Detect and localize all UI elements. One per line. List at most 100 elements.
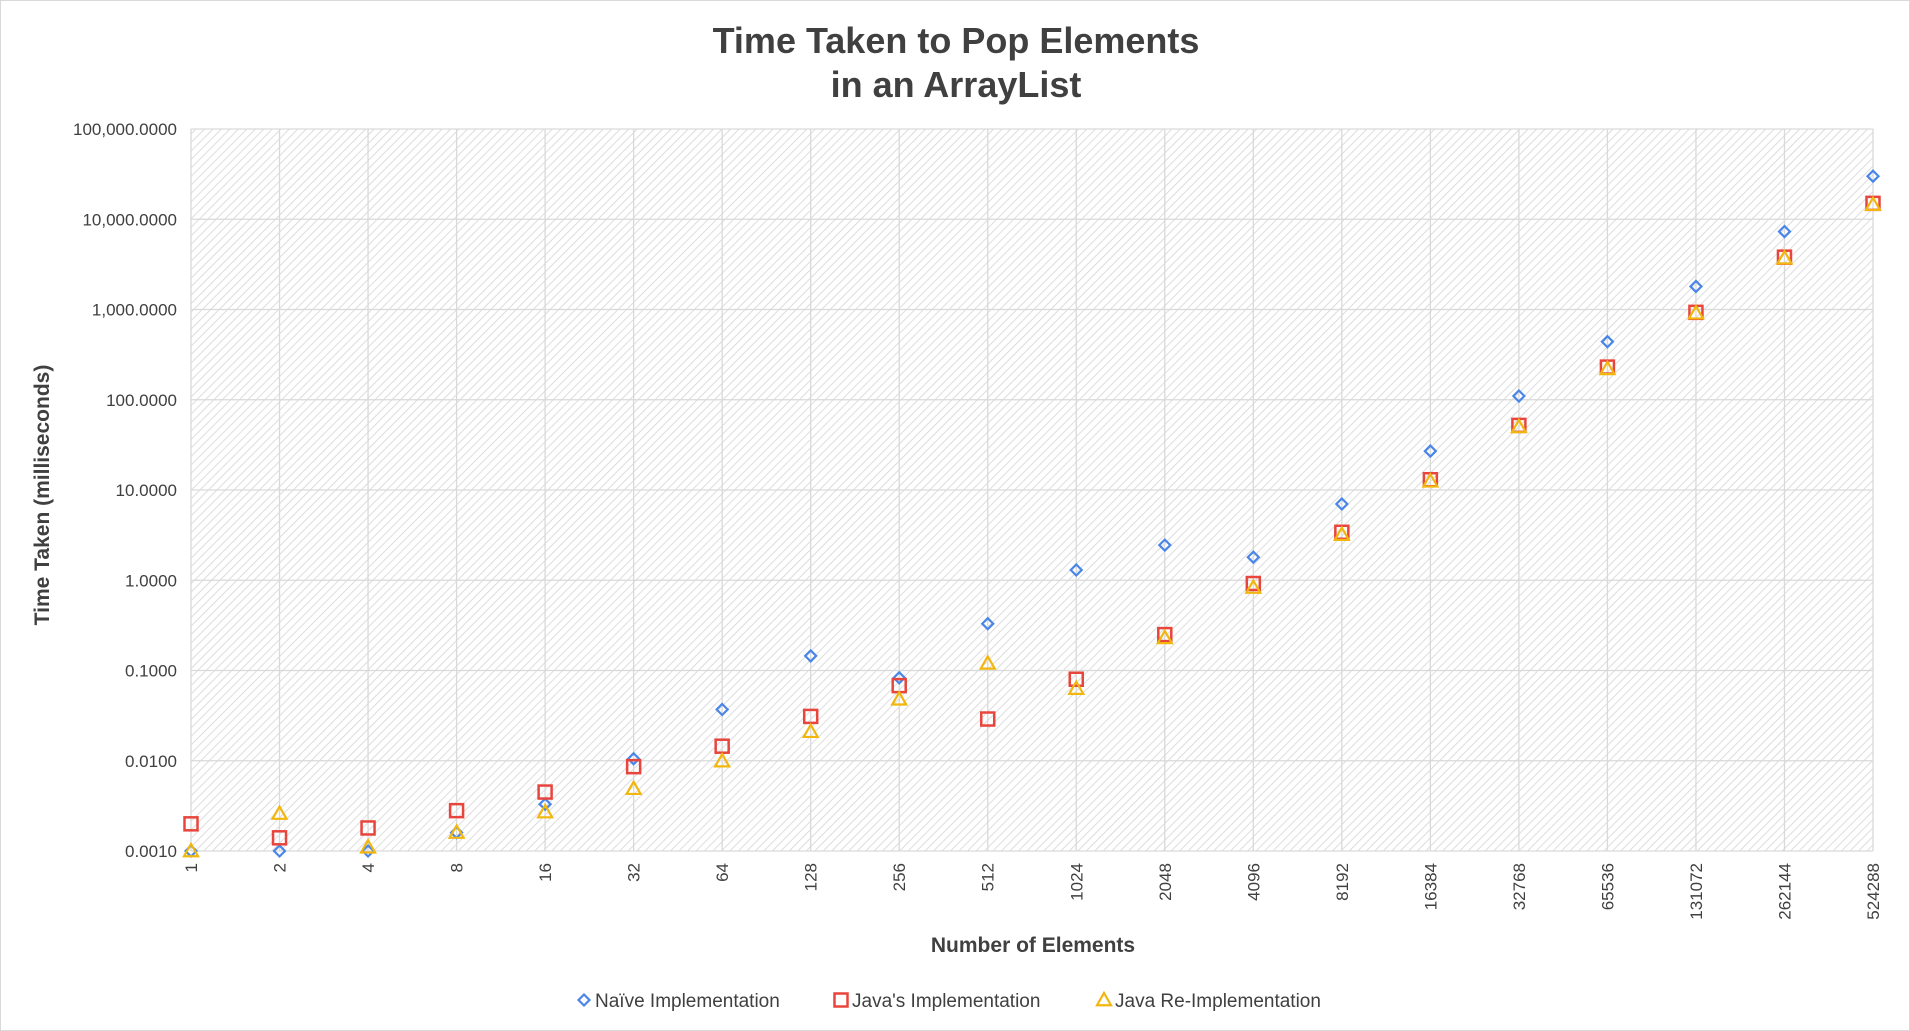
y-tick-label: 0.1000 <box>125 662 177 681</box>
x-tick-label: 524288 <box>1864 863 1883 920</box>
x-tick-label: 32 <box>625 863 644 882</box>
data-point-triangle <box>890 690 909 706</box>
legend-square-icon <box>833 992 849 1008</box>
data-point-diamond <box>1334 496 1349 512</box>
data-markers <box>182 169 1882 859</box>
x-tick-label: 256 <box>890 863 909 891</box>
data-point-triangle <box>978 654 997 670</box>
legend-item-java-reimpl: Java Re-Implementation <box>1095 990 1321 1012</box>
data-point-triangle <box>182 841 200 858</box>
data-point-square <box>537 784 553 800</box>
legend-label-java-reimpl: Java Re-Implementation <box>1115 991 1321 1012</box>
y-axis-title: Time Taken (milliseconds) <box>31 365 54 626</box>
data-point-triangle <box>1332 525 1351 542</box>
data-point-square <box>448 802 465 819</box>
y-tick-label: 0.0010 <box>125 842 177 861</box>
legend-marker-triangle <box>1095 990 1113 1007</box>
data-point-square <box>183 816 199 832</box>
data-point-triangle <box>270 804 289 820</box>
y-tick-label: 1,000.0000 <box>92 301 177 320</box>
data-point-triangle <box>1598 359 1617 376</box>
data-point-square <box>360 820 376 836</box>
data-point-triangle <box>1155 628 1174 645</box>
gridlines <box>190 128 1874 852</box>
x-tick-label: 2 <box>271 863 290 872</box>
data-point-triangle <box>1067 679 1086 695</box>
data-point-square <box>271 830 288 846</box>
y-tick-label: 10,000.0000 <box>82 210 177 229</box>
legend-marker-square <box>833 992 849 1008</box>
chart-title-line-2: in an ArrayList <box>831 64 1082 105</box>
x-tick-label: 8192 <box>1333 863 1352 901</box>
data-point-diamond <box>272 843 287 859</box>
data-point-diamond <box>1246 550 1261 565</box>
x-tick-label: 65536 <box>1598 863 1617 910</box>
data-point-diamond <box>1423 444 1438 459</box>
data-point-diamond <box>892 670 907 685</box>
legend-label-java: Java's Implementation <box>852 991 1040 1012</box>
data-point-triangle <box>624 779 643 796</box>
x-tick-label: 8 <box>448 863 467 872</box>
legend-label-naive: Naïve Implementation <box>595 991 780 1012</box>
x-tick-label: 4 <box>359 863 378 872</box>
y-tick-label: 0.0100 <box>125 752 177 771</box>
y-tick-label: 100.0000 <box>106 391 177 410</box>
data-point-diamond <box>1511 388 1526 404</box>
data-point-triangle <box>447 823 466 839</box>
data-point-diamond <box>1688 279 1704 294</box>
data-point-square <box>1068 671 1085 687</box>
data-point-triangle <box>1509 417 1528 434</box>
data-point-diamond <box>1600 334 1615 349</box>
x-tick-label: 4096 <box>1244 863 1263 901</box>
data-point-diamond <box>980 616 995 631</box>
x-tick-label: 1 <box>182 863 201 872</box>
y-tick-label: 100,000.0000 <box>73 120 177 139</box>
data-point-triangle <box>1687 303 1705 320</box>
series-diamond <box>183 169 1881 859</box>
x-tick-label: 64 <box>713 863 732 882</box>
data-point-diamond <box>1157 538 1172 553</box>
legend-item-java: Java's Implementation <box>833 991 1040 1012</box>
data-point-triangle <box>1775 249 1794 265</box>
data-point-triangle <box>1864 195 1882 212</box>
data-point-triangle <box>713 751 732 768</box>
data-point-diamond <box>1069 562 1084 578</box>
data-point-diamond <box>538 797 553 812</box>
data-point-diamond <box>715 702 730 717</box>
data-point-square <box>1245 575 1262 592</box>
x-tick-label: 512 <box>979 863 998 891</box>
x-tick-label: 262144 <box>1775 863 1794 920</box>
y-tick-label: 10.0000 <box>116 481 177 500</box>
data-point-diamond <box>803 648 818 663</box>
data-point-diamond <box>626 751 641 766</box>
x-tick-label: 16384 <box>1421 863 1440 910</box>
legend-triangle-icon <box>1095 990 1113 1007</box>
legend-item-naive: Naïve Implementation <box>576 991 780 1012</box>
x-tick-label: 16 <box>536 863 555 882</box>
data-point-diamond <box>1777 224 1792 239</box>
data-point-triangle <box>801 722 820 739</box>
chart-title-line-1: Time Taken to Pop Elements <box>713 20 1200 61</box>
data-point-diamond <box>1865 169 1881 184</box>
data-point-triangle <box>359 838 377 854</box>
legend-marker-diamond <box>576 992 592 1008</box>
legend: Naïve Implementation Java's Implementati… <box>576 990 1321 1012</box>
x-tick-label: 2048 <box>1156 863 1175 901</box>
x-axis-ticks: 1 2 4 8 16 32 64 128 256 512 1024 2048 4096 8192 16384… <box>182 863 1883 920</box>
data-point-square <box>979 711 996 727</box>
y-axis-ticks: 0.0010 0.0100 0.1000 1.0000 10.0000 100.0000 1… <box>73 120 177 861</box>
series-triangle <box>182 195 1882 858</box>
legend-diamond-icon <box>576 992 592 1008</box>
y-tick-label: 1.0000 <box>125 571 177 590</box>
data-point-triangle <box>1421 472 1440 488</box>
x-tick-label: 128 <box>802 863 821 891</box>
data-point-square <box>1157 626 1173 643</box>
x-tick-label: 131072 <box>1687 863 1706 920</box>
data-point-square <box>625 758 642 775</box>
data-point-diamond <box>360 843 376 859</box>
data-point-triangle <box>1244 578 1263 594</box>
x-tick-label: 1024 <box>1067 863 1086 901</box>
x-axis-title: Number of Elements <box>931 934 1135 957</box>
